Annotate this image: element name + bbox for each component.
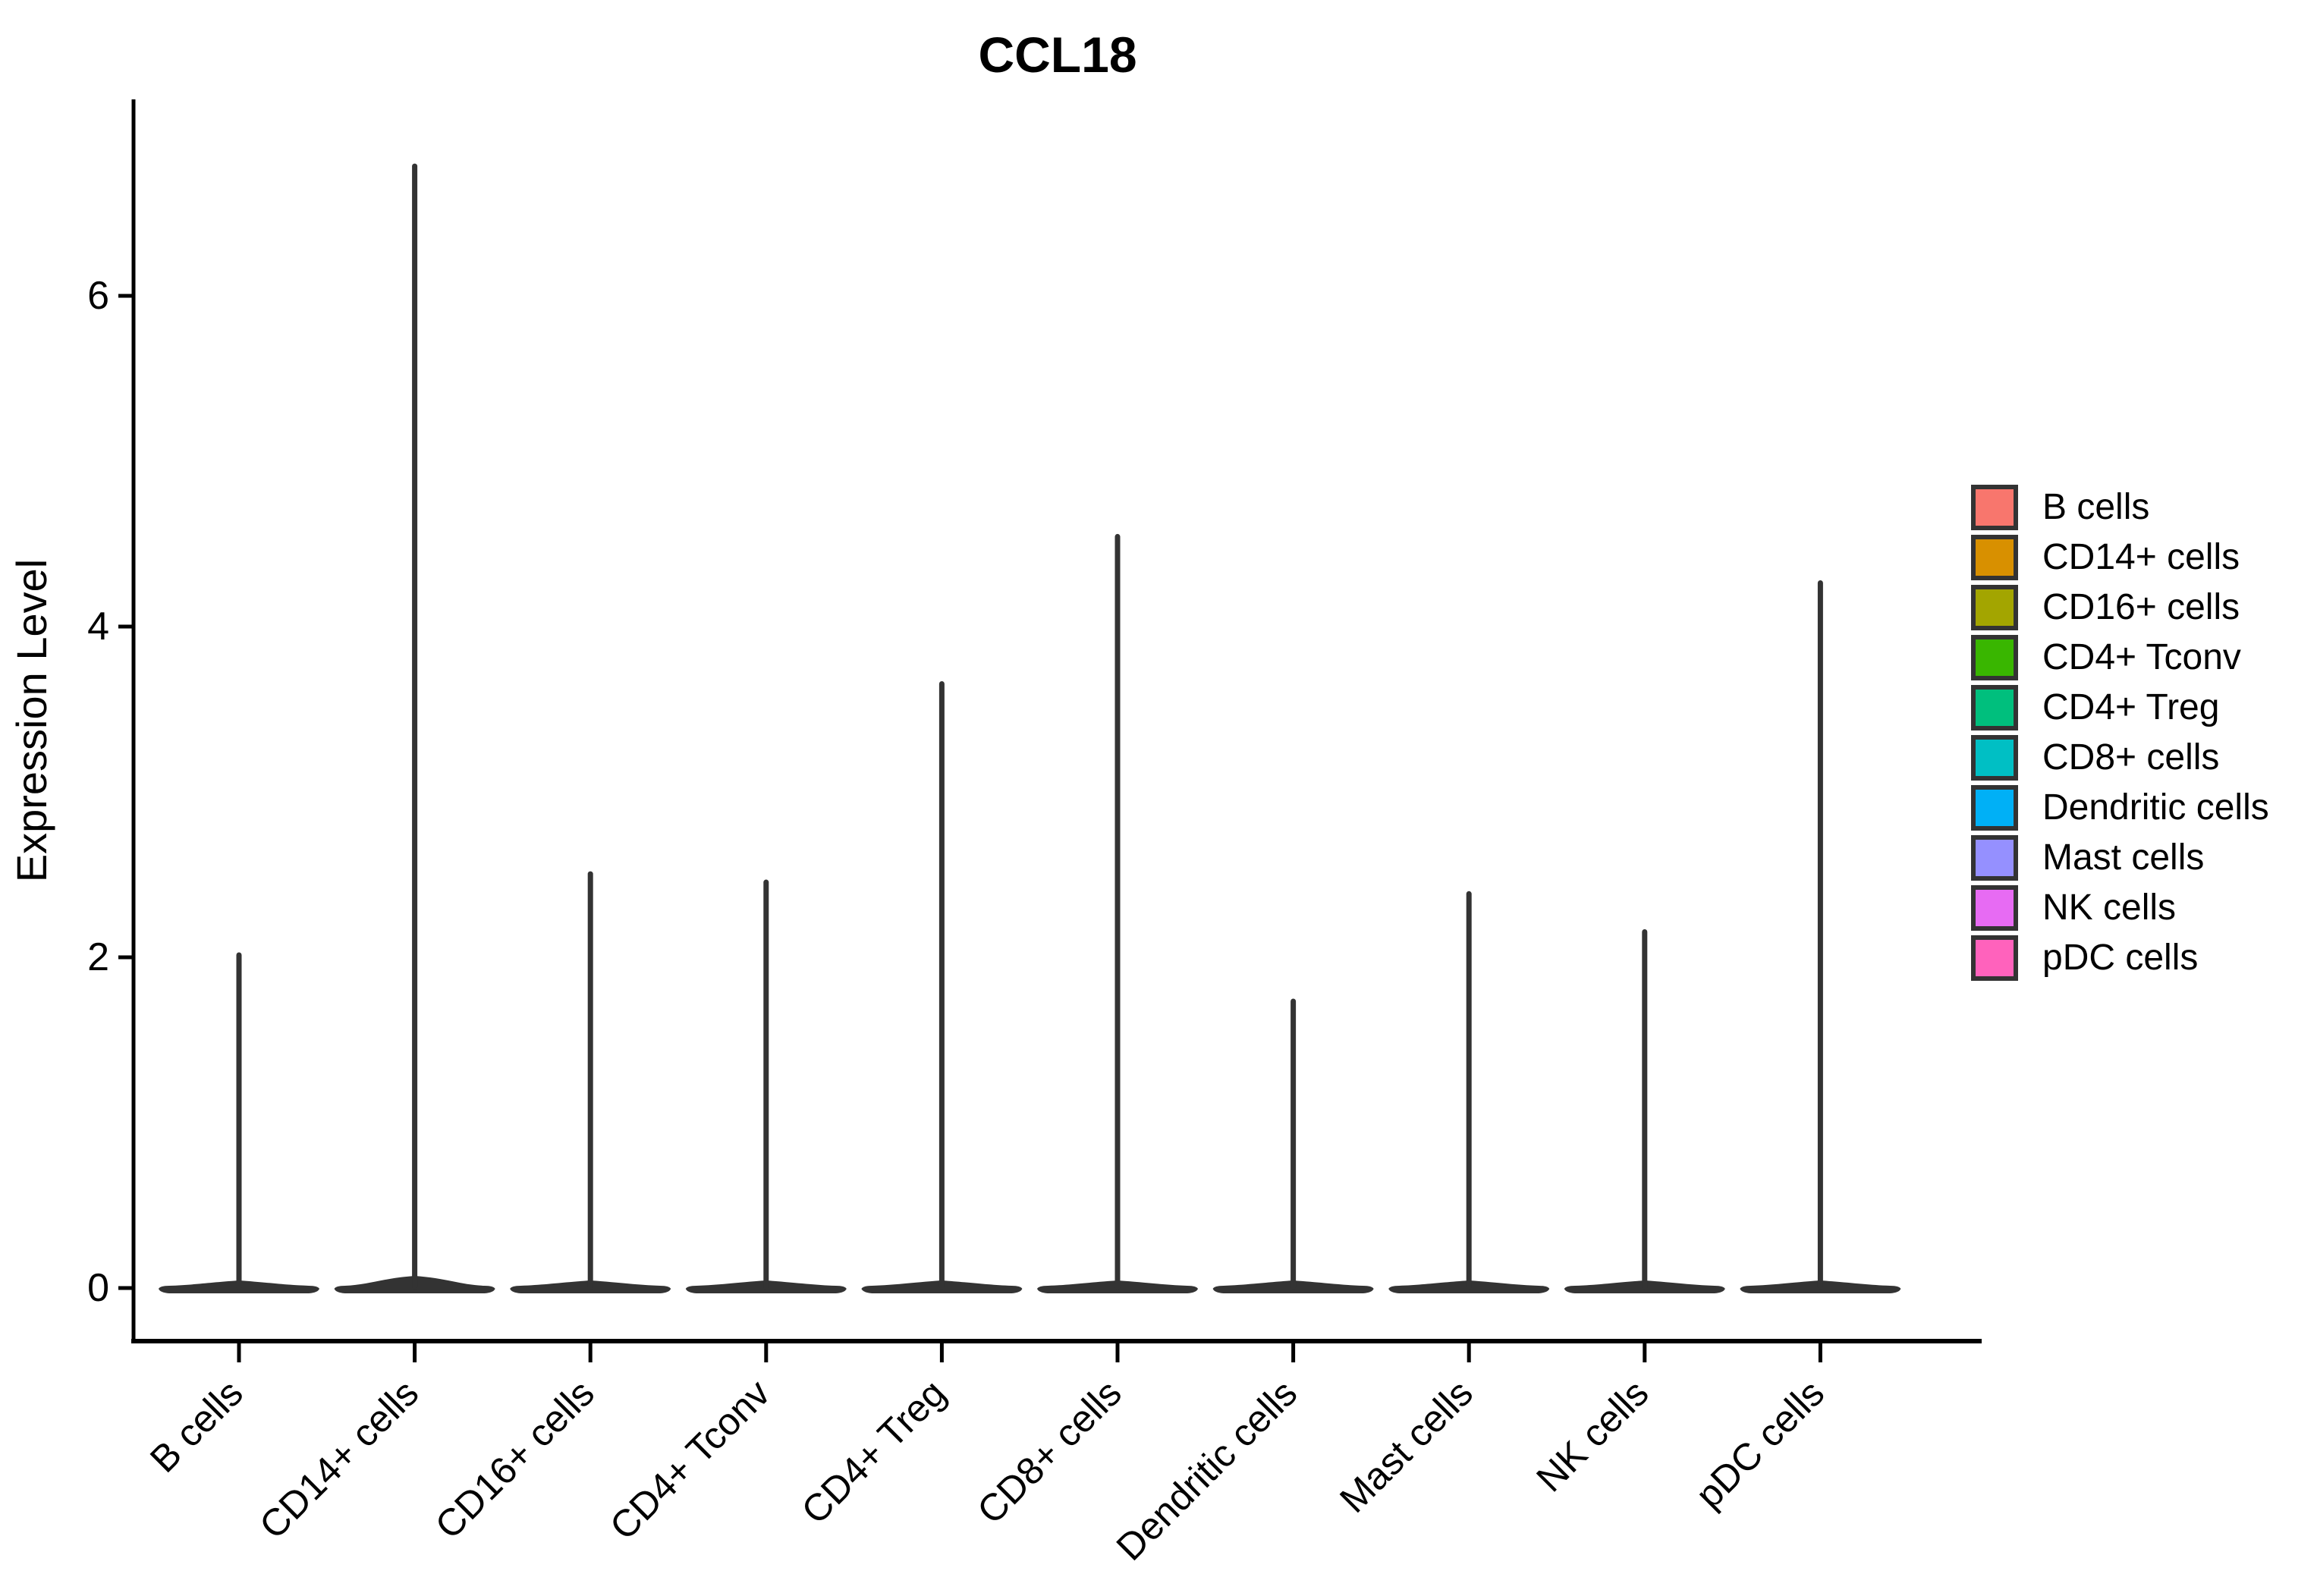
x-tick-label: CD14+ cells	[251, 1371, 426, 1547]
legend-item: CD14+ cells	[1971, 535, 2269, 580]
violin-spike	[1817, 580, 1823, 1290]
legend-item: CD16+ cells	[1971, 585, 2269, 630]
legend-item: NK cells	[1971, 885, 2269, 931]
y-tick-label: 2	[87, 935, 109, 979]
legend-swatch	[1971, 785, 2018, 831]
legend-label: CD8+ cells	[2042, 737, 2220, 778]
legend-swatch	[1971, 935, 2018, 981]
legend-swatch	[1971, 685, 2018, 730]
legend-label: B cells	[2042, 487, 2150, 527]
legend-item: CD4+ Treg	[1971, 685, 2269, 730]
violin-spike	[1466, 891, 1472, 1290]
legend: B cells CD14+ cells CD16+ cells CD4+ Tconv C…	[1971, 485, 2269, 981]
violin-spike	[763, 879, 769, 1290]
legend-label: Dendritic cells	[2042, 787, 2269, 828]
legend-item: Dendritic cells	[1971, 785, 2269, 831]
legend-swatch	[1971, 485, 2018, 530]
x-tick-label: NK cells	[1528, 1371, 1656, 1500]
legend-label: CD16+ cells	[2042, 587, 2240, 627]
violin-spike	[587, 871, 593, 1290]
x-tick-label: CD8+ cells	[969, 1371, 1130, 1532]
violin-spike	[1642, 928, 1648, 1290]
x-tick-label: CD4+ Treg	[794, 1371, 954, 1532]
y-tick-label: 0	[87, 1266, 109, 1310]
y-tick-label: 4	[87, 605, 109, 649]
legend-label: CD4+ Treg	[2042, 687, 2220, 727]
legend-item: CD8+ cells	[1971, 735, 2269, 781]
legend-item: pDC cells	[1971, 935, 2269, 981]
legend-swatch	[1971, 635, 2018, 680]
x-tick-label: Mast cells	[1331, 1371, 1481, 1521]
legend-swatch	[1971, 535, 2018, 580]
legend-item: CD4+ Tconv	[1971, 635, 2269, 680]
legend-swatch	[1971, 885, 2018, 931]
x-tick-label: B cells	[142, 1371, 251, 1481]
violin-spike	[938, 680, 945, 1290]
violin-spike	[412, 163, 418, 1290]
y-tick-label: 6	[87, 274, 109, 318]
violin-spike	[236, 952, 242, 1290]
legend-label: NK cells	[2042, 888, 2177, 928]
legend-swatch	[1971, 835, 2018, 881]
legend-label: Mast cells	[2042, 837, 2205, 878]
legend-item: B cells	[1971, 485, 2269, 530]
legend-label: CD14+ cells	[2042, 537, 2240, 577]
x-tick-label: pDC cells	[1687, 1371, 1832, 1516]
x-tick-label: Dendritic cells	[1108, 1371, 1306, 1569]
violin-spike	[1291, 998, 1297, 1290]
legend-item: Mast cells	[1971, 835, 2269, 881]
legend-label: pDC cells	[2042, 938, 2199, 978]
legend-label: CD4+ Tconv	[2042, 637, 2241, 677]
legend-swatch	[1971, 585, 2018, 630]
violin-spike	[1114, 533, 1121, 1290]
x-tick-label: CD4+ Tconv	[602, 1371, 778, 1548]
legend-swatch	[1971, 735, 2018, 781]
x-tick-label: CD16+ cells	[427, 1371, 602, 1547]
chart-title: CCL18	[978, 27, 1137, 83]
